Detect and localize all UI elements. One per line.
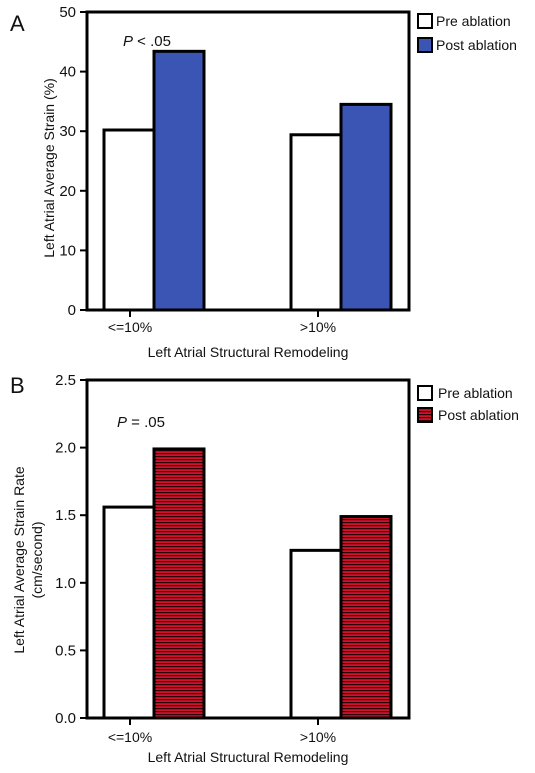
panel-b-y-axis-label-line2: (cm/second) bbox=[29, 521, 45, 598]
panel-a-y-tick-label: 30 bbox=[59, 123, 76, 140]
panel-b-bars bbox=[102, 447, 393, 720]
panel-b-annotation: P = .05 bbox=[117, 414, 165, 431]
legend-b-post-swatch bbox=[417, 407, 433, 423]
panel-a-bars bbox=[102, 49, 393, 312]
legend-a-pre-swatch bbox=[417, 13, 433, 29]
panel-a-y-tick-label: 0 bbox=[68, 302, 76, 319]
panel-a-bar-post-1 bbox=[339, 102, 393, 312]
panel-a-bar-post-0 bbox=[152, 49, 206, 312]
panel-b-y-tick-label: 1.0 bbox=[55, 575, 76, 592]
panel-a-x-tick-label: >10% bbox=[300, 319, 336, 335]
panel-b-y-axis-label-line1: Left Atrial Average Strain Rate bbox=[11, 466, 27, 654]
panel-b-x-tick-label: <=10% bbox=[108, 729, 152, 745]
panel-b-x-ticks: <=10% >10% bbox=[108, 718, 336, 745]
panel-b-bar-pre-1 bbox=[289, 548, 343, 720]
panel-b-x-axis-label: Left Atrial Structural Remodeling bbox=[148, 749, 349, 765]
panel-b: B 0.0 0.5 1.0 1.5 2.0 2.5 <=10% >10% P = .05 L… bbox=[10, 372, 519, 765]
panel-b-bar-post-1 bbox=[339, 515, 393, 720]
panel-a-x-axis-label: Left Atrial Structural Remodeling bbox=[148, 344, 349, 360]
panel-a-y-axis-label: Left Atrial Average Strain (%) bbox=[41, 78, 57, 258]
legend-b-post-label: Post ablation bbox=[438, 407, 519, 423]
panel-b-plot-frame bbox=[85, 378, 411, 720]
panel-a-y-tick-label: 10 bbox=[59, 242, 76, 259]
panel-a-plot-frame bbox=[85, 10, 411, 312]
panel-a-y-tick-label: 40 bbox=[59, 64, 76, 81]
panel-a: A 0 10 20 30 40 50 <=10% >10% P < .05 Left Atr… bbox=[10, 4, 517, 360]
panel-a-annotation: P < .05 bbox=[123, 33, 171, 50]
panel-b-bar-post-0 bbox=[152, 447, 206, 720]
legend-a-post-label: Post ablation bbox=[436, 37, 517, 53]
panel-b-legend: Pre ablation Post ablation bbox=[417, 385, 519, 423]
panel-b-y-tick-label: 0.0 bbox=[55, 710, 76, 727]
panel-b-x-tick-label: >10% bbox=[300, 729, 336, 745]
panel-a-legend: Pre ablation Post ablation bbox=[417, 13, 517, 53]
panel-b-y-tick-label: 0.5 bbox=[55, 642, 76, 659]
panel-b-y-tick-label: 1.5 bbox=[55, 507, 76, 524]
panel-b-label: B bbox=[10, 373, 25, 398]
legend-b-pre-swatch bbox=[417, 385, 433, 401]
panel-a-label: A bbox=[10, 11, 25, 36]
panel-a-x-tick-label: <=10% bbox=[108, 319, 152, 335]
legend-a-pre-label: Pre ablation bbox=[436, 13, 511, 29]
panel-b-y-tick-label: 2.5 bbox=[55, 372, 76, 389]
panel-b-bar-pre-0 bbox=[102, 505, 156, 720]
panel-a-bar-pre-1 bbox=[289, 133, 343, 312]
legend-b-pre-label: Pre ablation bbox=[438, 385, 513, 401]
panel-a-y-axis: 0 10 20 30 40 50 bbox=[59, 4, 87, 319]
panel-b-y-tick-label: 2.0 bbox=[55, 440, 76, 457]
panel-a-bar-pre-0 bbox=[102, 128, 156, 312]
panel-b-y-axis: 0.0 0.5 1.0 1.5 2.0 2.5 bbox=[55, 372, 87, 727]
legend-a-post-swatch bbox=[417, 37, 433, 53]
panel-a-y-tick-label: 50 bbox=[59, 4, 76, 21]
panel-a-x-ticks: <=10% >10% bbox=[108, 310, 336, 335]
panel-a-y-tick-label: 20 bbox=[59, 183, 76, 200]
